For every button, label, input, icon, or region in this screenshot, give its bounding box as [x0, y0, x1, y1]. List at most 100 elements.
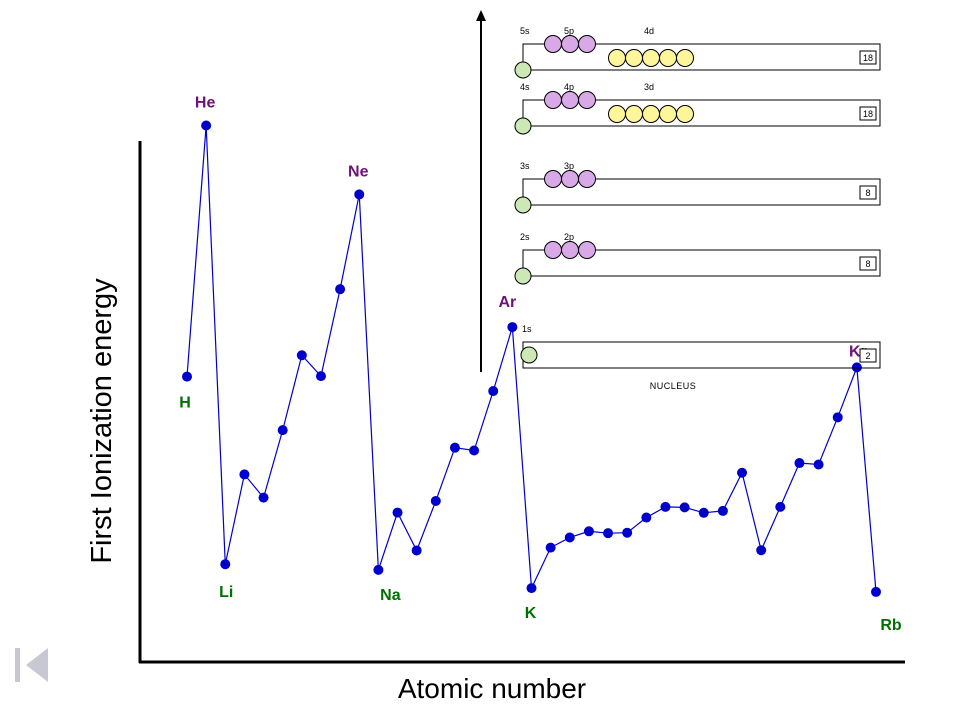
label-li: Li	[219, 584, 233, 601]
data-point-z14	[430, 495, 441, 506]
orbital-5p-2	[561, 35, 579, 53]
label-h: H	[179, 395, 191, 412]
orbital-d-1	[608, 105, 626, 123]
data-point-z10	[354, 189, 365, 200]
orbital-4p-1	[544, 91, 562, 109]
orbital-2p-1	[544, 241, 562, 259]
data-point-z28	[698, 507, 709, 518]
data-point-z35	[832, 412, 843, 423]
nucleus-label: NUCLEUS	[650, 381, 697, 391]
orbital-d-1	[608, 49, 626, 67]
shell-4: 18 4s 4p 3d	[514, 82, 881, 135]
shell-1: 2 1s	[520, 324, 881, 369]
data-point-z11	[373, 564, 384, 575]
data-point-z1	[182, 371, 192, 382]
label-na: Na	[380, 587, 401, 604]
capacity-box	[859, 348, 877, 363]
data-point-z25	[641, 512, 652, 523]
sublevel-label-4s: 4s	[520, 82, 530, 92]
label-ar: Ar	[498, 294, 516, 311]
arrow-head-icon	[476, 10, 486, 21]
data-point-z27	[679, 502, 690, 513]
data-point-z8	[315, 371, 326, 382]
orbital-3p-2	[561, 170, 579, 188]
sublevel-label-3d: 3d	[644, 82, 654, 92]
orbital-4p-3	[578, 91, 596, 109]
orbital-d-4	[659, 49, 677, 67]
data-point-z3	[220, 559, 231, 570]
data-point-z32	[775, 501, 786, 512]
label-k: K	[525, 605, 537, 622]
data-point-z24	[622, 527, 633, 538]
data-point-z29	[717, 505, 728, 516]
sublevel-label-2s: 2s	[520, 232, 530, 242]
data-point-z26	[660, 501, 671, 512]
sublevel-label-3p: 3p	[564, 161, 574, 171]
orbital-3p-1	[544, 170, 562, 188]
shell-box	[522, 341, 881, 369]
sublevel-label-5p: 5p	[564, 26, 574, 36]
sublevel-label-4p: 4p	[564, 82, 574, 92]
orbital-d-5	[676, 105, 694, 123]
orbital-d-2	[625, 49, 643, 67]
data-point-z34	[813, 459, 824, 470]
data-point-z4	[239, 469, 250, 480]
capacity-value: 2	[865, 351, 870, 361]
data-point-z15	[449, 442, 460, 453]
y-axis-label: First Ionization energy	[86, 278, 118, 564]
data-point-z36	[851, 362, 862, 373]
orbital-4p-2	[561, 91, 579, 109]
data-point-z33	[794, 458, 805, 469]
shell-5: 18 5s 5p 4d	[514, 26, 881, 79]
shell-3: 8 3s 3p	[514, 161, 881, 214]
sublevel-label-5s: 5s	[520, 26, 530, 36]
orbital-2p-3	[578, 241, 596, 259]
sublevel-label-2p: 2p	[564, 232, 574, 242]
orbital-2p-2	[561, 241, 579, 259]
data-point-z12	[392, 507, 403, 518]
capacity-value: 18	[863, 53, 873, 63]
data-point-z37	[871, 586, 881, 597]
capacity-value: 18	[863, 109, 873, 119]
orbital-d-4	[659, 105, 677, 123]
data-point-z2	[201, 120, 212, 131]
orbital-5p-3	[578, 35, 596, 53]
data-point-z22	[583, 526, 594, 537]
shell-box	[522, 99, 881, 127]
data-point-z19	[526, 583, 537, 594]
orbital-d-3	[642, 49, 660, 67]
label-rb: Rb	[880, 617, 902, 634]
capacity-box	[859, 185, 877, 200]
capacity-box	[859, 256, 877, 271]
capacity-box	[859, 50, 877, 65]
data-point-z13	[411, 545, 422, 556]
shell-layer: 18 5s 5p 4d 18 4s 4p 3d 8 3s 3p 8 2s 2p 2 1s	[514, 26, 881, 369]
label-ne: Ne	[348, 163, 369, 180]
label-he: He	[195, 94, 216, 111]
capacity-value: 8	[865, 259, 870, 269]
capacity-box	[859, 106, 877, 121]
capacity-value: 8	[865, 188, 870, 198]
orbital-4s	[514, 117, 532, 135]
orbital-3p-3	[578, 170, 596, 188]
shell-box	[522, 43, 881, 71]
sublevel-label-1s: 1s	[522, 324, 532, 334]
data-point-z7	[296, 350, 307, 361]
data-point-z20	[545, 542, 556, 553]
data-point-z31	[756, 545, 767, 556]
shell-2: 8 2s 2p	[514, 232, 881, 285]
data-point-z6	[277, 425, 288, 436]
data-point-z17	[488, 386, 499, 397]
orbital-1s	[520, 346, 538, 364]
sublevel-label-3s: 3s	[520, 161, 530, 171]
orbital-5s	[514, 61, 532, 79]
data-point-z23	[603, 528, 614, 539]
orbital-2s	[514, 267, 532, 285]
data-point-z16	[469, 445, 480, 456]
first-slide-icon[interactable]	[15, 648, 48, 682]
data-point-z21	[564, 532, 575, 543]
x-axis-label: Atomic number	[398, 673, 586, 704]
data-point-z5	[258, 492, 269, 503]
